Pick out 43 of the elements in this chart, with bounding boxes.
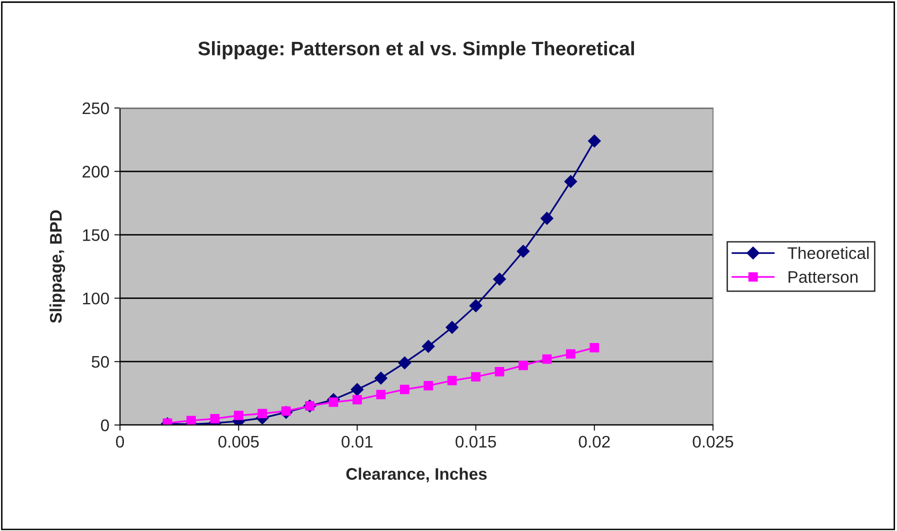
point — [566, 349, 576, 359]
y-tick-label: 200 — [82, 166, 109, 178]
point — [328, 397, 338, 407]
point — [447, 376, 457, 386]
x-tick-label: 0.01 — [342, 436, 373, 448]
point — [493, 272, 506, 286]
y-tick-label: 150 — [83, 229, 109, 242]
y-tick-label: 100 — [83, 292, 109, 304]
y-tick-label: 0 — [100, 419, 109, 432]
point — [471, 372, 480, 382]
x-tick-label: 0.015 — [456, 436, 496, 448]
point — [516, 244, 530, 258]
point — [258, 408, 268, 418]
point — [469, 299, 482, 312]
x-tick-label: 0.005 — [218, 436, 259, 448]
y-axis-title: Slippage, BPD — [50, 210, 66, 323]
chart-title: Slippage: Patterson et al vs. Simple Theoretical — [198, 41, 634, 60]
point — [446, 320, 458, 334]
x-tick-label: 0 — [116, 436, 124, 448]
point — [398, 356, 412, 370]
point — [590, 342, 600, 352]
point — [350, 383, 364, 396]
point — [376, 390, 386, 400]
legend-label: Patterson — [788, 271, 858, 283]
point — [540, 212, 554, 225]
point — [424, 381, 434, 390]
point — [400, 384, 410, 394]
x-tick-label: 0.025 — [692, 436, 734, 448]
point — [518, 360, 528, 370]
point — [352, 394, 362, 404]
point — [374, 372, 388, 384]
point — [210, 414, 220, 424]
legend-label: Theoretical — [788, 246, 869, 260]
x-axis-title: Clearance, Inches — [346, 468, 487, 482]
x-tick-label: 0.02 — [578, 436, 610, 448]
point — [588, 134, 601, 148]
point — [494, 367, 504, 376]
point — [564, 175, 578, 188]
point — [542, 354, 552, 364]
y-tick-label: 250 — [82, 102, 109, 114]
y-tick-label: 50 — [92, 356, 109, 368]
point — [234, 410, 244, 420]
point — [422, 340, 435, 353]
